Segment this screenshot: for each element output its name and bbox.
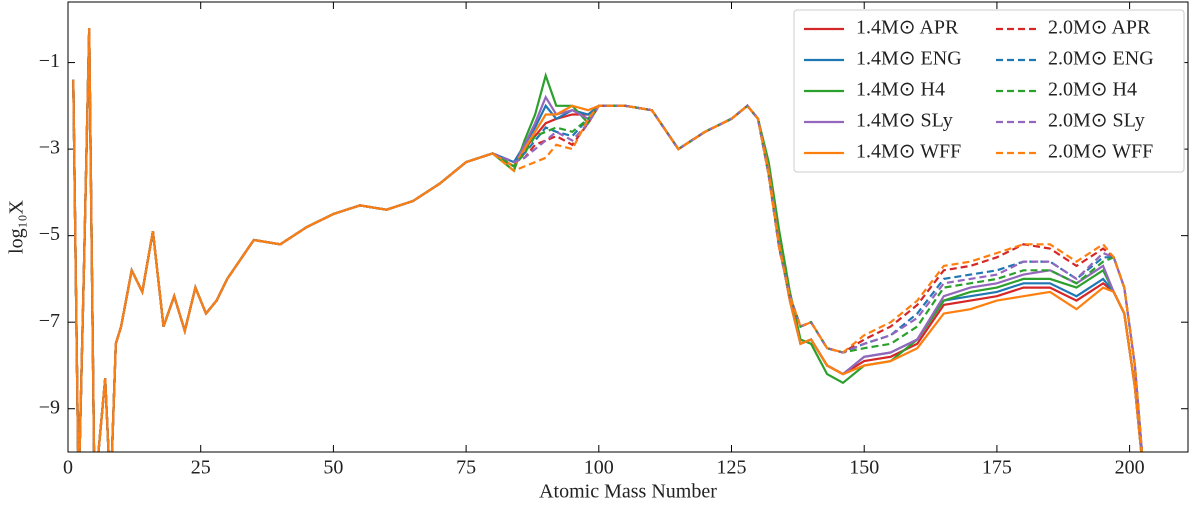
x-tick-label: 50 xyxy=(323,457,343,479)
legend-box xyxy=(793,9,1185,173)
series-line xyxy=(72,27,1144,452)
x-tick-label: 150 xyxy=(849,457,879,479)
legend-label: 1.4M⊙ APR xyxy=(856,17,959,39)
plot-lines xyxy=(72,27,1144,452)
legend-label: 1.4M⊙ SLy xyxy=(856,110,953,132)
plot-frame xyxy=(67,1,1189,453)
x-tick-label: 200 xyxy=(1115,457,1145,479)
x-tick-label: 100 xyxy=(584,457,614,479)
y-tick-label: −3 xyxy=(39,137,60,159)
x-tick-label: 25 xyxy=(191,457,211,479)
legend-label: 1.4M⊙ WFF xyxy=(856,141,961,163)
y-tick-label: −9 xyxy=(39,396,60,418)
y-tick-label: −7 xyxy=(39,310,60,332)
legend-label: 2.0M⊙ SLy xyxy=(1048,110,1145,132)
x-tick-label: 0 xyxy=(63,457,73,479)
legend-label: 2.0M⊙ WFF xyxy=(1048,141,1153,163)
x-tick-label: 175 xyxy=(982,457,1012,479)
legend-label: 1.4M⊙ H4 xyxy=(856,79,945,101)
x-tick-label: 75 xyxy=(456,457,476,479)
legend-label: 2.0M⊙ ENG xyxy=(1048,48,1154,70)
x-axis-label: Atomic Mass Number xyxy=(539,481,717,503)
legend-label: 2.0M⊙ H4 xyxy=(1048,79,1137,101)
y-tick-label: −1 xyxy=(39,50,60,72)
y-tick-label: −5 xyxy=(39,223,60,245)
legend-label: 1.4M⊙ ENG xyxy=(856,48,962,70)
legend-label: 2.0M⊙ APR xyxy=(1048,17,1151,39)
x-tick-label: 125 xyxy=(717,457,747,479)
y-axis-label: log₁₀X xyxy=(6,199,28,254)
